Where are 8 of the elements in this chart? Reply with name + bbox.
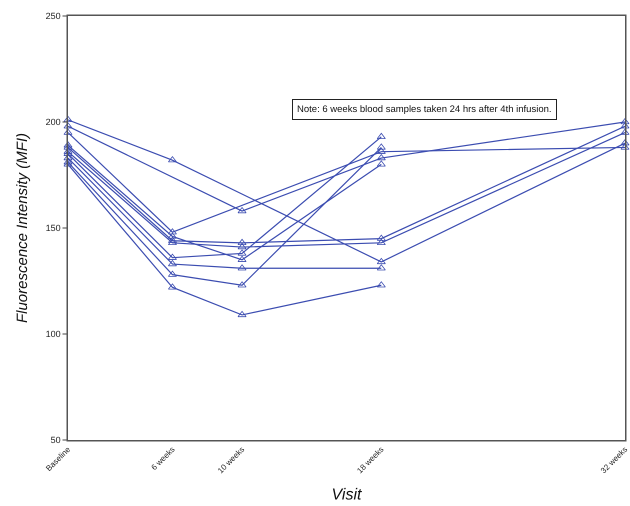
annotation: Note: 6 weeks blood samples taken 24 hrs after 4th infusion.	[297, 104, 552, 115]
y-axis-title: Fluorescence Intensity (MFI)	[14, 132, 32, 324]
y-tick-label: 250	[46, 11, 61, 22]
x-axis-title: Visit	[332, 486, 362, 504]
y-tick-label: 200	[46, 117, 61, 128]
y-tick-label: 50	[50, 435, 61, 446]
y-tick-label: 150	[46, 223, 61, 234]
y-tick-label: 100	[46, 329, 61, 340]
